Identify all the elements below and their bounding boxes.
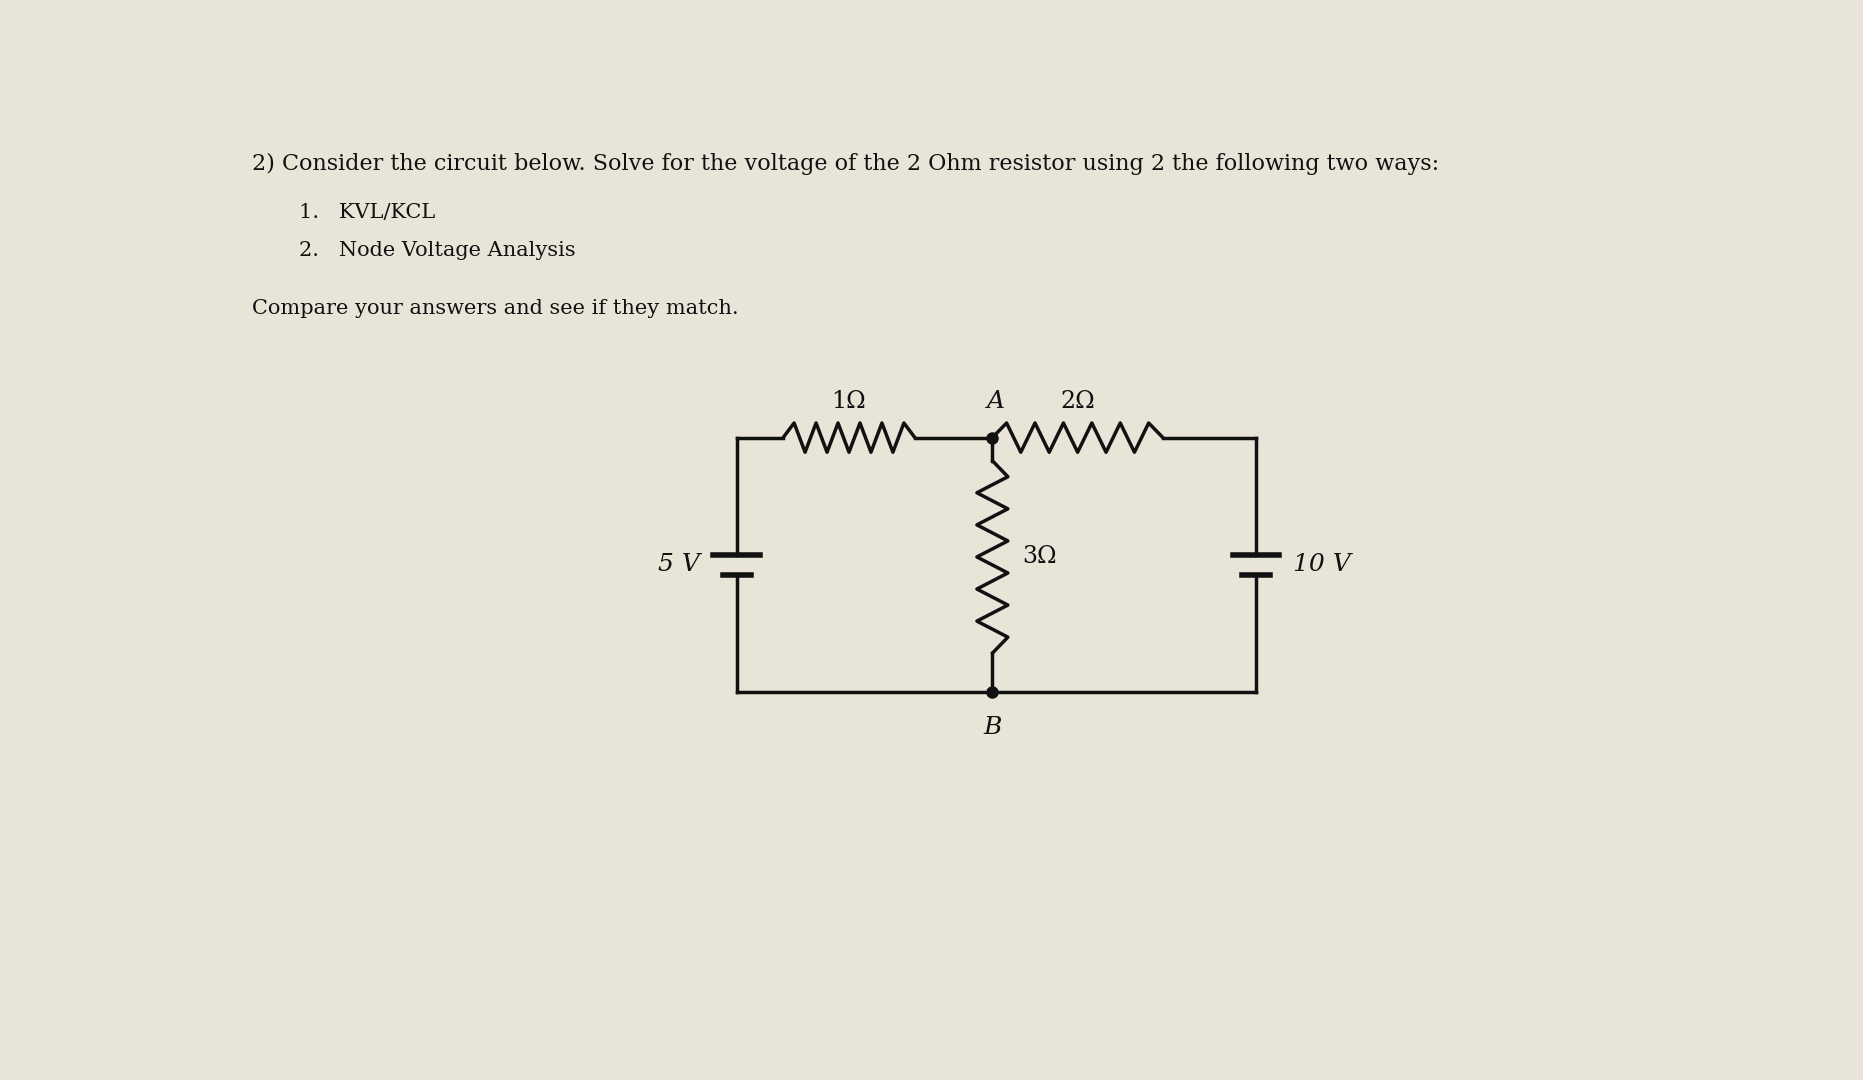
Text: 2Ω: 2Ω [1060, 390, 1095, 413]
Text: Compare your answers and see if they match.: Compare your answers and see if they mat… [252, 299, 740, 318]
Text: 1Ω: 1Ω [831, 390, 866, 413]
Text: A: A [987, 390, 1006, 413]
Text: 2) Consider the circuit below. Solve for the voltage of the 2 Ohm resistor using: 2) Consider the circuit below. Solve for… [252, 152, 1440, 175]
Text: 5 V: 5 V [658, 553, 699, 576]
Text: 10 V: 10 V [1293, 553, 1351, 576]
Text: B: B [984, 716, 1002, 740]
Text: 2.   Node Voltage Analysis: 2. Node Voltage Analysis [298, 241, 576, 260]
Text: 3Ω: 3Ω [1021, 545, 1056, 568]
Text: 1.   KVL/KCL: 1. KVL/KCL [298, 203, 434, 221]
